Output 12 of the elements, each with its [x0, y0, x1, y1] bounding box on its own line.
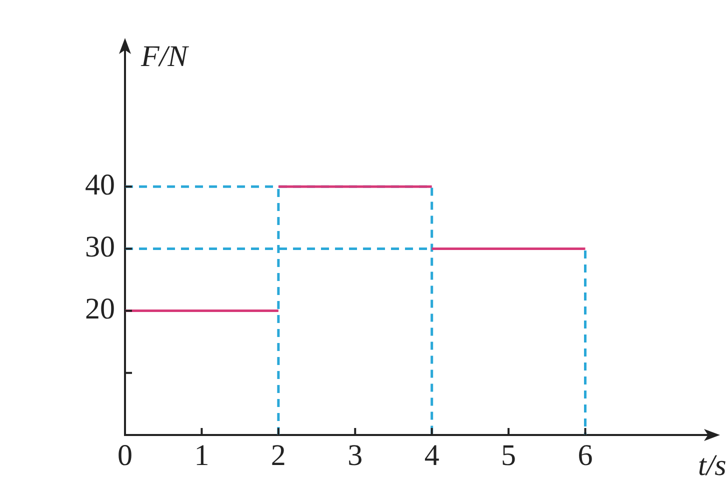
x-tick-label: 4 — [424, 438, 440, 472]
y-tick-label: 20 — [85, 292, 115, 326]
x-axis-title: t/s — [698, 449, 726, 482]
y-tick-label: 40 — [85, 168, 115, 202]
x-tick-label: 2 — [270, 438, 286, 472]
x-tick-label: 6 — [578, 438, 593, 472]
x-tick-label: 3 — [348, 438, 363, 472]
x-tick-label: 5 — [501, 438, 516, 472]
x-tick-label: 1 — [194, 438, 210, 472]
y-tick-label: 30 — [85, 230, 115, 264]
x-tick-label: 0 — [118, 438, 132, 472]
y-axis-title: F/N — [140, 40, 190, 73]
